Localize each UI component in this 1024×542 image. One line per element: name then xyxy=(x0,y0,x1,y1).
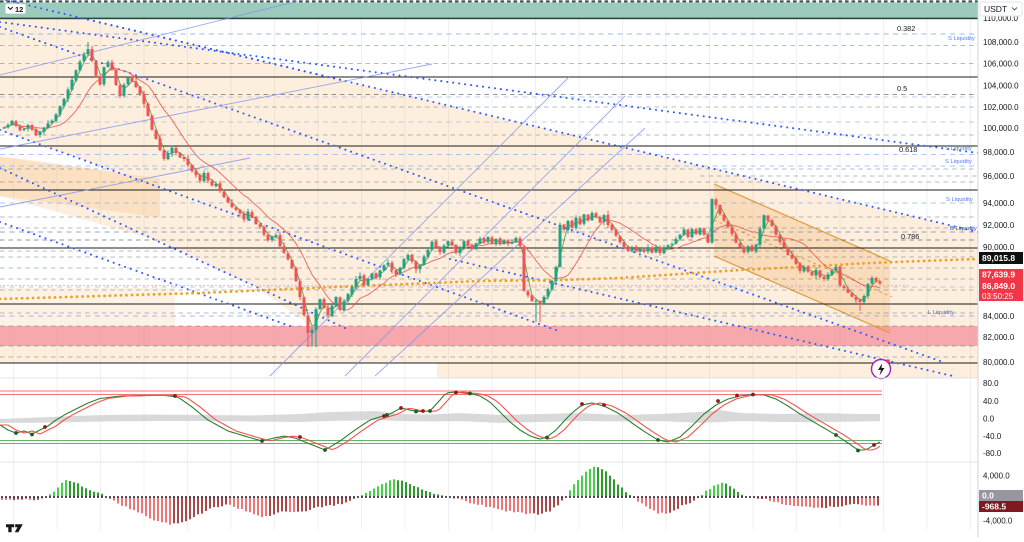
svg-text:0.0: 0.0 xyxy=(983,415,995,424)
svg-text:B Liquidity: B Liquidity xyxy=(950,226,977,232)
svg-text:-40.0: -40.0 xyxy=(983,432,1002,441)
svg-text:0.0: 0.0 xyxy=(982,491,994,501)
svg-text:0.382: 0.382 xyxy=(897,24,915,33)
svg-text:S Liquidity: S Liquidity xyxy=(945,146,972,152)
svg-text:104,000.0: 104,000.0 xyxy=(983,82,1019,91)
svg-text:100,000.0: 100,000.0 xyxy=(983,124,1019,133)
svg-text:S Liquidity: S Liquidity xyxy=(945,159,972,165)
svg-text:-80.0: -80.0 xyxy=(983,449,1002,458)
svg-text:102,000.0: 102,000.0 xyxy=(983,103,1019,112)
svg-text:92,000.0: 92,000.0 xyxy=(983,221,1015,230)
svg-text:96,000.0: 96,000.0 xyxy=(983,172,1015,181)
svg-text:03:50:25: 03:50:25 xyxy=(982,292,1014,301)
svg-text:40.0: 40.0 xyxy=(983,397,999,406)
svg-text:0.786: 0.786 xyxy=(901,232,919,241)
svg-text:87,639.9: 87,639.9 xyxy=(982,270,1015,280)
svg-text:94,000.0: 94,000.0 xyxy=(983,199,1015,208)
svg-text:0.5: 0.5 xyxy=(897,84,907,93)
svg-text:-968.5: -968.5 xyxy=(982,502,1006,512)
svg-text:84,000.0: 84,000.0 xyxy=(983,312,1015,321)
svg-text:S Liquidity: S Liquidity xyxy=(946,197,973,203)
svg-text:110,000.0: 110,000.0 xyxy=(983,14,1019,23)
svg-text:USDT: USDT xyxy=(984,4,1007,14)
svg-text:82,000.0: 82,000.0 xyxy=(983,333,1015,342)
svg-text:89,015.8: 89,015.8 xyxy=(982,253,1015,263)
svg-text:106,000.0: 106,000.0 xyxy=(983,60,1019,69)
svg-text:4,000.0: 4,000.0 xyxy=(983,472,1010,481)
svg-text:L Liquidity: L Liquidity xyxy=(928,310,954,316)
svg-text:98,000.0: 98,000.0 xyxy=(983,148,1015,157)
svg-text:0.618: 0.618 xyxy=(899,145,917,154)
svg-text:-4,000.0: -4,000.0 xyxy=(983,517,1013,526)
svg-text:80.0: 80.0 xyxy=(983,379,999,388)
svg-text:90,000.0: 90,000.0 xyxy=(983,243,1015,252)
svg-text:12: 12 xyxy=(15,5,23,14)
svg-text:80,000.0: 80,000.0 xyxy=(983,358,1015,367)
svg-text:S Liquidity: S Liquidity xyxy=(948,36,975,42)
svg-text:86,849.0: 86,849.0 xyxy=(982,281,1015,291)
svg-text:108,000.0: 108,000.0 xyxy=(983,38,1019,47)
